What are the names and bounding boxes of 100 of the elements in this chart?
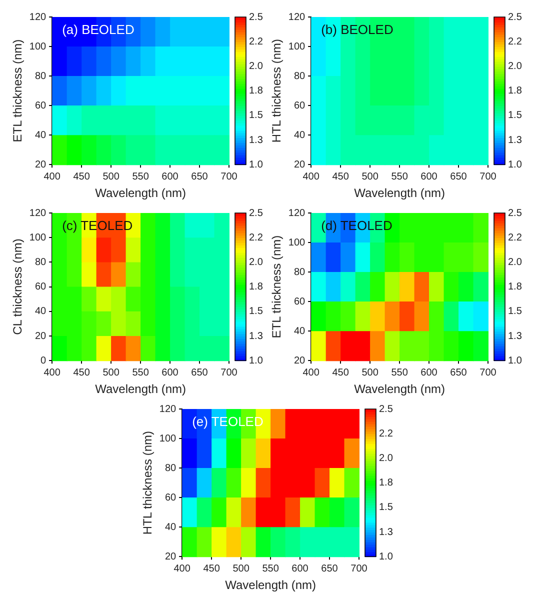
y-tick-label: 120 (158, 404, 176, 415)
y-tick-label: 120 (288, 12, 306, 23)
x-tick-label: 550 (132, 367, 150, 378)
color-bar-label: 1.8 (378, 478, 393, 489)
color-bar-label: 1.5 (508, 110, 522, 122)
y-tick-label: 80 (34, 70, 47, 82)
y-tick-label: 60 (164, 492, 176, 504)
y-tick-label: 100 (288, 41, 306, 52)
y-axis-title: ETL thickness (nm) (10, 39, 25, 142)
x-tick-label: 600 (162, 367, 179, 378)
x-tick-label: 600 (420, 171, 438, 182)
color-bar-label: 1.8 (508, 282, 522, 293)
y-tick-label: 40 (34, 306, 47, 318)
color-bar-label: 1.0 (508, 159, 522, 170)
y-tick-label: 120 (288, 208, 306, 219)
y-tick-label: 40 (164, 522, 176, 533)
x-tick-label: 400 (44, 367, 61, 378)
y-tick-label: 80 (294, 266, 306, 278)
y-tick-label: 120 (29, 12, 47, 23)
y-tick-label: 20 (294, 159, 306, 170)
color-bar-label: 2.5 (508, 208, 522, 219)
y-tick-label: 0 (40, 355, 47, 366)
y-axis-title: HTL thickness (nm) (140, 431, 154, 535)
y-tick-label: 60 (294, 296, 306, 308)
y-tick-label: 80 (164, 462, 176, 474)
x-tick-label: 700 (220, 171, 238, 182)
x-tick-label: 450 (73, 171, 90, 182)
chart-title: (b) BEOLED (321, 22, 394, 38)
x-tick-label: 500 (362, 171, 379, 182)
x-tick-label: 500 (362, 367, 379, 378)
x-tick-label: 700 (480, 367, 497, 378)
color-bar-label: 2.2 (249, 36, 264, 48)
x-tick-label: 700 (220, 367, 238, 378)
color-bar-label: 2.5 (249, 12, 264, 23)
x-axis-title: Wavelength (nm) (95, 186, 186, 200)
y-tick-label: 40 (294, 130, 306, 141)
color-bar-label: 1.3 (508, 134, 522, 146)
x-axis-title: Wavelength (nm) (354, 382, 446, 396)
y-tick-label: 20 (294, 355, 306, 366)
x-tick-label: 650 (320, 563, 338, 574)
x-tick-label: 650 (191, 171, 208, 182)
color-bar-label: 2.2 (249, 232, 264, 244)
y-tick-label: 60 (294, 100, 306, 112)
x-tick-label: 550 (132, 171, 150, 182)
x-tick-label: 550 (391, 171, 408, 182)
x-tick-label: 400 (302, 171, 320, 182)
color-bar-label: 2.0 (249, 60, 264, 72)
x-tick-label: 600 (291, 563, 308, 574)
x-tick-label: 650 (191, 367, 208, 378)
x-axis-title: Wavelength (nm) (224, 578, 316, 592)
x-tick-label: 550 (391, 367, 408, 378)
y-tick-label: 60 (34, 100, 47, 112)
x-tick-label: 450 (73, 367, 90, 378)
color-bar-label: 1.0 (378, 551, 393, 562)
y-tick-label: 100 (29, 232, 47, 244)
x-tick-label: 700 (350, 563, 368, 574)
x-tick-label: 600 (420, 367, 438, 378)
y-tick-label: 80 (294, 70, 306, 82)
color-bar-label: 1.0 (249, 355, 264, 366)
x-axis-title: Wavelength (nm) (95, 382, 186, 396)
x-tick-label: 700 (480, 171, 497, 182)
color-bar-label: 1.5 (378, 502, 393, 514)
color-bar-label: 1.3 (249, 330, 264, 342)
y-tick-label: 60 (34, 282, 47, 293)
color-bar-label: 2.5 (508, 12, 522, 23)
x-tick-label: 400 (44, 171, 61, 182)
color-bar-label: 1.3 (508, 330, 522, 342)
x-tick-label: 500 (102, 367, 120, 378)
y-tick-label: 100 (288, 237, 306, 248)
y-tick-label: 100 (29, 41, 47, 52)
y-tick-label: 100 (158, 433, 176, 444)
color-bar-label: 2.5 (378, 404, 393, 415)
x-tick-label: 650 (450, 171, 468, 182)
x-tick-label: 550 (262, 563, 279, 574)
y-axis-title: ETL thickness (nm) (270, 235, 284, 338)
color-bar-label: 2.0 (378, 452, 393, 464)
color-bar-label: 1.0 (508, 355, 522, 366)
color-bar-label: 2.0 (508, 60, 522, 72)
x-tick-label: 600 (162, 171, 179, 182)
y-tick-label: 40 (34, 130, 47, 141)
color-bar-label: 2.0 (249, 256, 264, 268)
color-bar-label: 1.0 (249, 159, 264, 170)
x-tick-label: 450 (332, 171, 350, 182)
color-bar-label: 1.5 (508, 306, 522, 318)
color-bar-label: 1.5 (249, 306, 264, 318)
y-tick-label: 20 (34, 330, 47, 342)
color-bar-label: 1.8 (508, 86, 522, 97)
color-bar-label: 2.2 (508, 36, 522, 48)
color-bar-label: 1.8 (249, 282, 264, 293)
y-axis-title: HTL thickness (nm) (270, 39, 284, 143)
x-axis-title: Wavelength (nm) (354, 186, 446, 200)
chart-title: (a) BEOLED (62, 22, 134, 38)
y-tick-label: 40 (294, 326, 306, 337)
x-tick-label: 500 (102, 171, 120, 182)
color-bar-label: 2.0 (508, 256, 522, 268)
x-tick-label: 500 (232, 563, 250, 574)
x-tick-label: 450 (332, 367, 350, 378)
color-bar-label: 1.3 (249, 134, 264, 146)
x-tick-label: 450 (202, 563, 220, 574)
color-bar-label: 1.3 (378, 526, 393, 538)
